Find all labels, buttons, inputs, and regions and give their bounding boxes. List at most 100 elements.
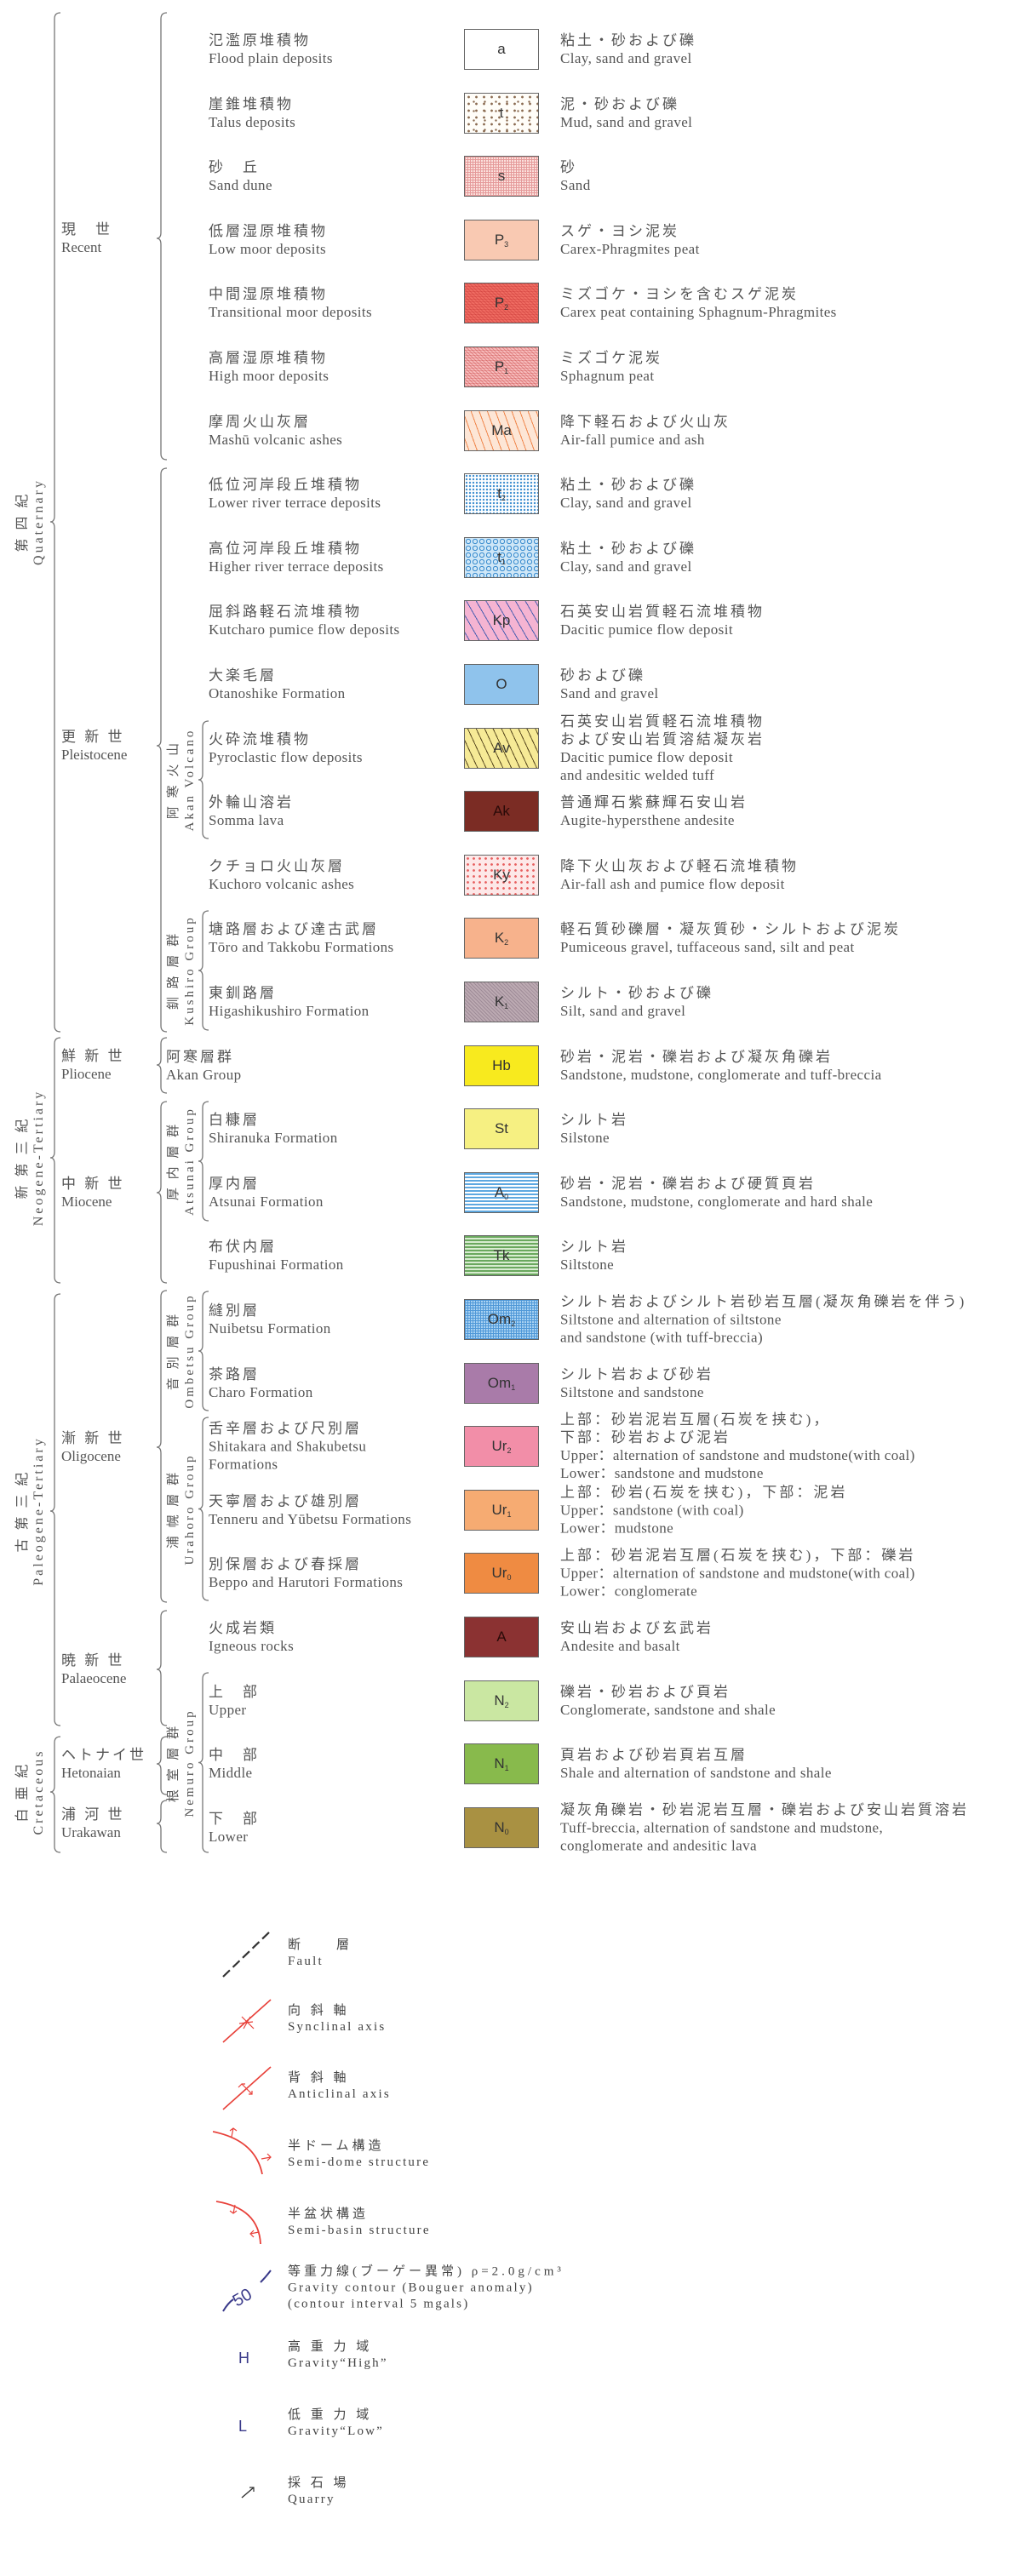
unit-name-jp: 厚内層 xyxy=(209,1175,260,1192)
text-line: 安山岩および玄武岩 xyxy=(560,1620,713,1636)
symbol-en: Quarry xyxy=(288,2493,335,2506)
symbol-en: Anticlinal axis xyxy=(288,2087,391,2101)
text-line: Lower：conglomerate xyxy=(560,1583,698,1600)
unit-name: 屈斜路軽石流堆積物 Kutcharo pumice flow deposits xyxy=(209,603,400,638)
period-en: Neogene-Tertiary xyxy=(32,1089,46,1227)
text-line: および安山岩質溶結凝灰岩 xyxy=(560,730,765,747)
period-bracket-paleogene xyxy=(49,1293,61,1726)
epoch-bracket-urakawan xyxy=(156,1800,168,1853)
text-line: 上部：砂岩泥岩互層(石炭を挟む)， xyxy=(560,1411,831,1428)
unit-code-letter: Tk xyxy=(493,1247,510,1264)
unit-description: 砂 Sand xyxy=(560,158,591,194)
text-line: Sand xyxy=(560,177,591,194)
gravity-high-icon: H xyxy=(238,2350,249,2367)
symbol-text: 背 斜 軸 Anticlinal axis xyxy=(288,2070,391,2103)
text-line: Sand dune xyxy=(209,177,272,194)
epoch-en: Pleistocene xyxy=(61,747,128,763)
text-line: Tōro and Takkobu Formations xyxy=(209,939,394,956)
symbol-jp: 半盆状構造 xyxy=(288,2207,370,2221)
unit-swatch: a xyxy=(464,29,539,70)
unit-name-jp: 低層湿原堆積物 xyxy=(209,222,328,239)
epoch-jp: 現 世 xyxy=(61,221,112,238)
period-jp: 新 第 三 紀 xyxy=(15,1116,30,1199)
epoch-label-miocene: 中 新 世 Miocene xyxy=(61,1175,125,1211)
unit-name-jp: 舌辛層および尺別層 xyxy=(209,1420,362,1437)
unit-name: 摩周火山灰層 Mashū volcanic ashes xyxy=(209,413,342,449)
unit-swatch: Om2 xyxy=(464,1299,539,1340)
epoch-label-oligocene: 漸 新 世 Oligocene xyxy=(61,1429,125,1465)
unit-code: Ur2 xyxy=(492,1438,512,1455)
unit-code-letter: P xyxy=(494,295,505,312)
group-label-akan_volcano: 阿 寒 火 山 Akan Volcano xyxy=(166,729,198,832)
unit-name-jp: 崖錐堆積物 xyxy=(209,95,294,112)
period-label-neogene: 新 第 三 紀 Neogene-Tertiary xyxy=(14,1090,47,1227)
unit-name-jp: 低位河岸段丘堆積物 xyxy=(209,477,362,494)
text-line: Shale and alternation of sandstone and s… xyxy=(560,1765,832,1782)
unit-name-jp: 火成岩類 xyxy=(209,1620,277,1636)
unit-name: 崖錐堆積物 Talus deposits xyxy=(209,95,295,131)
text-line: Upper：alternation of sandstone and mudst… xyxy=(560,1565,915,1582)
text-line: Formations xyxy=(209,1456,278,1473)
unit-code: N2 xyxy=(494,1692,508,1709)
text-line: Lower：sandstone and mudstone xyxy=(560,1465,764,1482)
unit-description: 泥・砂および礫 Mud, sand and gravel xyxy=(560,95,692,131)
unit-swatch: A0 xyxy=(464,1171,539,1213)
unit-swatch: t1 xyxy=(464,536,539,578)
unit-code-sub: 1 xyxy=(504,367,509,375)
text-line: Andesite and basalt xyxy=(560,1638,680,1654)
text-line: シルト岩 xyxy=(560,1112,628,1129)
text-line: Mud, sand and gravel xyxy=(560,113,693,130)
unit-code-letter: Kp xyxy=(492,612,511,629)
epoch-bracket-oligocene xyxy=(156,1290,168,1603)
text-line: Beppo and Harutori Formations xyxy=(209,1574,404,1591)
epoch-en: Miocene xyxy=(61,1194,112,1210)
text-line: ミズゴケ・ヨシを含むスゲ泥炭 xyxy=(560,286,799,303)
unit-name-jp: 天寧層および雄別層 xyxy=(209,1492,362,1509)
unit-name: 高層湿原堆積物 High moor deposits xyxy=(209,349,329,385)
unit-code-sub: 1 xyxy=(504,1764,509,1773)
unit-swatch: s xyxy=(464,156,539,197)
symbol-jp: 半ドーム構造 xyxy=(288,2139,385,2153)
unit-name: 中 部 Middle xyxy=(209,1746,260,1782)
unit-code: Av xyxy=(493,740,510,757)
unit-description: シルト・砂および礫 Silt, sand and gravel xyxy=(560,984,713,1020)
unit-code-letter: St xyxy=(494,1120,509,1137)
unit-name: 砂 丘 Sand dune xyxy=(209,158,272,194)
unit-code-letter: s xyxy=(497,168,506,185)
symbol-jp: 等重力線(ブーゲー異常) ρ=2.0g/cm³ xyxy=(288,2264,564,2279)
unit-name-jp: 塘路層および達古武層 xyxy=(209,921,379,938)
text-line: Clay, sand and gravel xyxy=(560,495,692,512)
symbol-en: Synclinal axis xyxy=(288,2020,387,2034)
period-en: Paleogene-Tertiary xyxy=(32,1436,46,1586)
unit-name-jp: 下 部 xyxy=(209,1810,260,1827)
unit-swatch: Ur0 xyxy=(464,1553,539,1594)
text-line: Conglomerate, sandstone and shale xyxy=(560,1701,776,1718)
period-en: Cretaceous xyxy=(32,1749,46,1835)
unit-name: 茶路層 Charo Formation xyxy=(209,1365,313,1401)
unit-name: 白糠層 Shiranuka Formation xyxy=(209,1111,338,1147)
unit-code: Ma xyxy=(491,422,512,439)
unit-code-letter: N xyxy=(494,1692,505,1709)
unit-code-letter: a xyxy=(497,41,506,57)
group-bracket-ombetsu xyxy=(198,1291,209,1411)
text-line: Otanoshike Formation xyxy=(209,685,346,701)
unit-name: 布伏内層 Fupushinai Formation xyxy=(209,1238,344,1274)
text-line: conglomerate and andesitic lava xyxy=(560,1837,757,1854)
unit-code: t xyxy=(500,105,504,122)
period-label-paleogene: 古 第 三 紀 Paleogene-Tertiary xyxy=(14,1436,47,1585)
unit-name-jp: 白糠層 xyxy=(209,1112,260,1129)
unit-name: 中間湿原堆積物 Transitional moor deposits xyxy=(209,285,372,321)
group-en: Ombetsu Group xyxy=(183,1293,197,1409)
epoch-en: Recent xyxy=(61,239,102,255)
text-line: 上部：砂岩泥岩互層(石炭を挟む)，下部：礫岩 xyxy=(560,1547,916,1564)
text-line: Higher river terrace deposits xyxy=(209,558,384,575)
epoch-label-hetonaian: ヘトナイ世 Hetonaian xyxy=(61,1746,146,1782)
unit-code-letter: Av xyxy=(493,739,510,756)
unit-name-jp: 屈斜路軽石流堆積物 xyxy=(209,604,362,621)
text-line: Pumiceous gravel, tuffaceous sand, silt … xyxy=(560,939,855,956)
text-line: Igneous rocks xyxy=(209,1638,295,1654)
group-jp: 根 室 層 群 xyxy=(167,1723,181,1802)
unit-description: 粘土・砂および礫 Clay, sand and gravel xyxy=(560,476,696,512)
unit-swatch: N1 xyxy=(464,1743,539,1785)
unit-name: 下 部 Lower xyxy=(209,1810,260,1846)
